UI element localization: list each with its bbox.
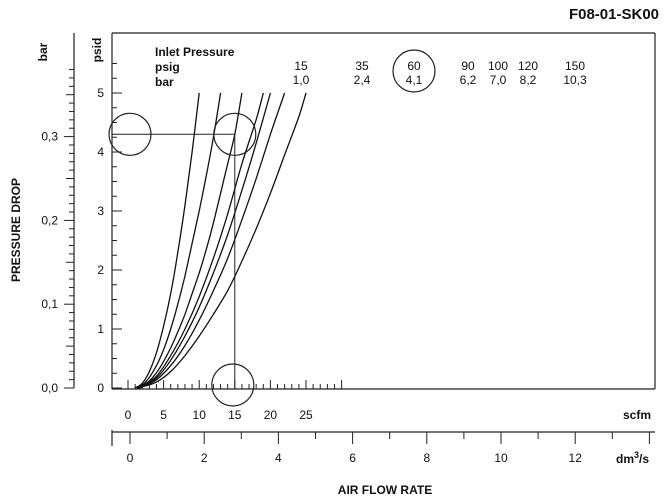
reference-circle-pressure xyxy=(108,112,152,156)
y-axis-title: PRESSURE DROP xyxy=(9,178,23,282)
psid-tick-label: 0 xyxy=(97,381,104,395)
legend-bar-35: 2,4 xyxy=(354,73,371,87)
series-line-60-psig xyxy=(137,92,243,389)
reference-circle-point xyxy=(213,112,257,156)
bar-tick-label: 0,1 xyxy=(41,297,58,311)
axes xyxy=(64,33,655,446)
scfm-unit-label: scfm xyxy=(623,408,651,422)
scfm-tick-label: 0 xyxy=(125,408,132,422)
series-line-150-psig xyxy=(139,92,307,389)
legend-psig-150: 150 xyxy=(565,59,585,73)
legend-psig-100: 100 xyxy=(488,59,508,73)
chart-labels: 0 5 10 15 20 25 scfm012345psid0,00,10,20,3barP… xyxy=(9,6,659,497)
legend-bar-15: 1,0 xyxy=(293,73,310,87)
legend-bar-90: 6,2 xyxy=(460,73,477,87)
bar-tick-label: 0,0 xyxy=(41,381,58,395)
legend-psig-15: 15 xyxy=(294,59,308,73)
scfm-tick-label: 5 xyxy=(160,408,167,422)
psid-tick-label: 1 xyxy=(97,322,104,336)
series-line-120-psig xyxy=(138,92,286,389)
dm3s-tick-label: 0 xyxy=(127,451,134,465)
legend-bar-60: 4,1 xyxy=(406,73,423,87)
psid-unit-label: psid xyxy=(90,38,104,63)
reference-circle-legend xyxy=(392,49,436,93)
series-line-35-psig xyxy=(136,92,222,389)
psid-tick-label: 2 xyxy=(97,263,104,277)
legend-psig-60: 60 xyxy=(407,59,421,73)
bar-tick-label: 0,3 xyxy=(41,130,58,144)
dm3s-tick-label: 6 xyxy=(349,451,356,465)
reference-circle-flow xyxy=(211,363,255,407)
legend-psig-label: psig xyxy=(155,60,180,74)
legend-bar-100: 7,0 xyxy=(490,73,507,87)
legend-bar-label: bar xyxy=(155,75,174,89)
legend-psig-120: 120 xyxy=(518,59,538,73)
legend-bar-120: 8,2 xyxy=(520,73,537,87)
series-lines xyxy=(134,92,307,389)
scfm-tick-label: 20 xyxy=(264,408,278,422)
bar-unit-label: bar xyxy=(36,42,50,61)
legend-psig-90: 90 xyxy=(461,59,475,73)
scfm-tick-label: 15 xyxy=(228,408,242,422)
series-line-90-psig xyxy=(137,92,264,389)
figure-id: F08-01-SK00 xyxy=(569,6,659,23)
dm3s-tick-label: 12 xyxy=(569,451,583,465)
legend-heading: Inlet Pressure xyxy=(155,45,235,59)
psid-tick-label: 5 xyxy=(97,86,104,100)
dm3s-tick-label: 4 xyxy=(275,451,282,465)
scfm-tick-label: 25 xyxy=(299,408,313,422)
dm3s-tick-label: 10 xyxy=(494,451,508,465)
x-axis-title: AIR FLOW RATE xyxy=(338,483,432,497)
scfm-tick-label: 10 xyxy=(193,408,207,422)
dm3s-tick-label: 8 xyxy=(423,451,430,465)
dm3s-unit-label: dm3/s xyxy=(616,450,649,466)
dm3s-tick-label: 2 xyxy=(201,451,208,465)
series-line-15-psig xyxy=(134,92,200,389)
psid-tick-label: 3 xyxy=(97,204,104,218)
psid-tick-label: 4 xyxy=(97,145,104,159)
reference-markers xyxy=(108,49,436,407)
series-line-100-psig xyxy=(137,92,272,389)
legend-psig-35: 35 xyxy=(355,59,369,73)
legend-bar-150: 10,3 xyxy=(563,73,587,87)
bar-tick-label: 0,2 xyxy=(41,213,58,227)
